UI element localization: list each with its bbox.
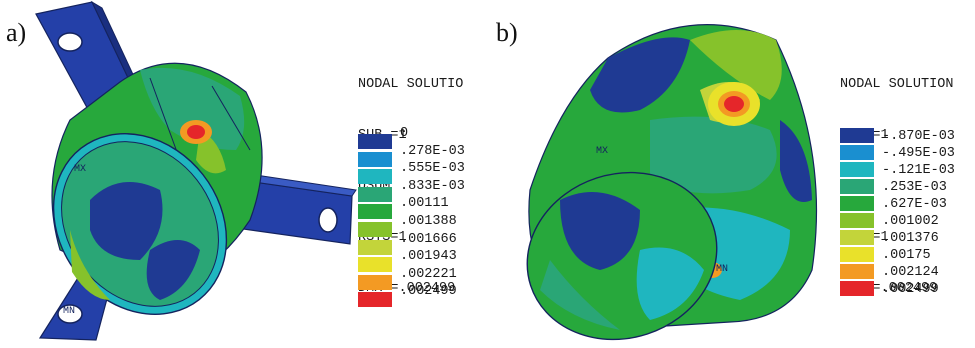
legend-value: .833E-03 xyxy=(400,178,465,194)
legend-value: .002499 xyxy=(882,282,939,297)
panel-a: a) MX MN NODAL SOLUTIO SUB =1 USUM RSYS=… xyxy=(6,0,488,341)
header-line: NODAL SOLUTIO xyxy=(358,77,464,92)
legend-value: .001376 xyxy=(882,231,939,246)
cylinder-opening xyxy=(52,133,228,315)
legend-swatch xyxy=(840,247,874,262)
legend-swatch xyxy=(840,281,874,296)
legend-swatch xyxy=(840,179,874,194)
header-line: NODAL SOLUTION xyxy=(840,77,954,92)
panel-label: a) xyxy=(6,18,27,47)
panel-label: b) xyxy=(496,18,518,47)
legend-value: .00175 xyxy=(882,248,931,263)
legend-swatch xyxy=(840,264,874,279)
max-marker: MX xyxy=(596,146,609,157)
color-legend: -.870E-03 -.495E-03 -.121E-03 .253E-03 .627E… xyxy=(840,128,972,303)
legend-value: .001666 xyxy=(400,231,457,247)
fea-model-b xyxy=(526,24,818,341)
legend-value: -.495E-03 xyxy=(882,146,955,161)
min-marker: MN xyxy=(63,306,76,317)
fea-model-a xyxy=(35,0,357,341)
bolt-hole xyxy=(57,32,83,52)
color-legend: 0 .278E-03 .555E-03.833E-03 .00111 .001388 .0… xyxy=(358,126,488,314)
legend-swatch xyxy=(358,274,392,290)
legend-value: .278E-03 xyxy=(400,143,465,159)
legend-value: .002221 xyxy=(400,266,457,282)
legend-swatch xyxy=(358,239,392,255)
legend-swatch xyxy=(840,145,874,160)
bolt-hole xyxy=(57,304,83,324)
legend-value: .001388 xyxy=(400,214,457,229)
bolt-hole xyxy=(318,207,338,233)
cylinder-end-face xyxy=(526,171,718,341)
legend-swatch xyxy=(840,230,874,245)
panel-b: b) MX MN NODAL SOLUTION SUB =1 UX RSYS=1… xyxy=(490,0,975,348)
legend-swatch xyxy=(358,134,392,149)
legend-value: 0 xyxy=(400,126,409,141)
legend-swatch xyxy=(840,162,874,177)
legend-value: .555E-03 xyxy=(400,161,465,177)
legend-value: .001002 xyxy=(882,214,939,229)
legend-swatch xyxy=(358,186,392,202)
min-marker: MN xyxy=(716,264,729,275)
legend-swatch xyxy=(358,257,392,273)
max-marker: MX xyxy=(74,164,87,175)
legend-swatch xyxy=(840,196,874,211)
legend-swatch xyxy=(840,213,874,228)
legend-value: -.121E-03 xyxy=(882,163,955,178)
legend-swatch xyxy=(358,169,392,185)
legend-swatch xyxy=(840,128,874,143)
legend-swatch xyxy=(358,292,392,308)
legend-swatch xyxy=(358,151,392,167)
legend-swatch xyxy=(358,204,392,220)
legend-value: -.870E-03 xyxy=(882,129,955,144)
legend-value: .002124 xyxy=(882,265,939,280)
legend-value: .253E-03 xyxy=(882,180,947,195)
legend-value: .001943 xyxy=(400,249,457,265)
legend-value: .627E-03 xyxy=(882,197,947,212)
legend-value: .002499 xyxy=(400,284,457,300)
legend-swatch xyxy=(358,222,392,237)
legend-value: .00111 xyxy=(400,196,449,212)
